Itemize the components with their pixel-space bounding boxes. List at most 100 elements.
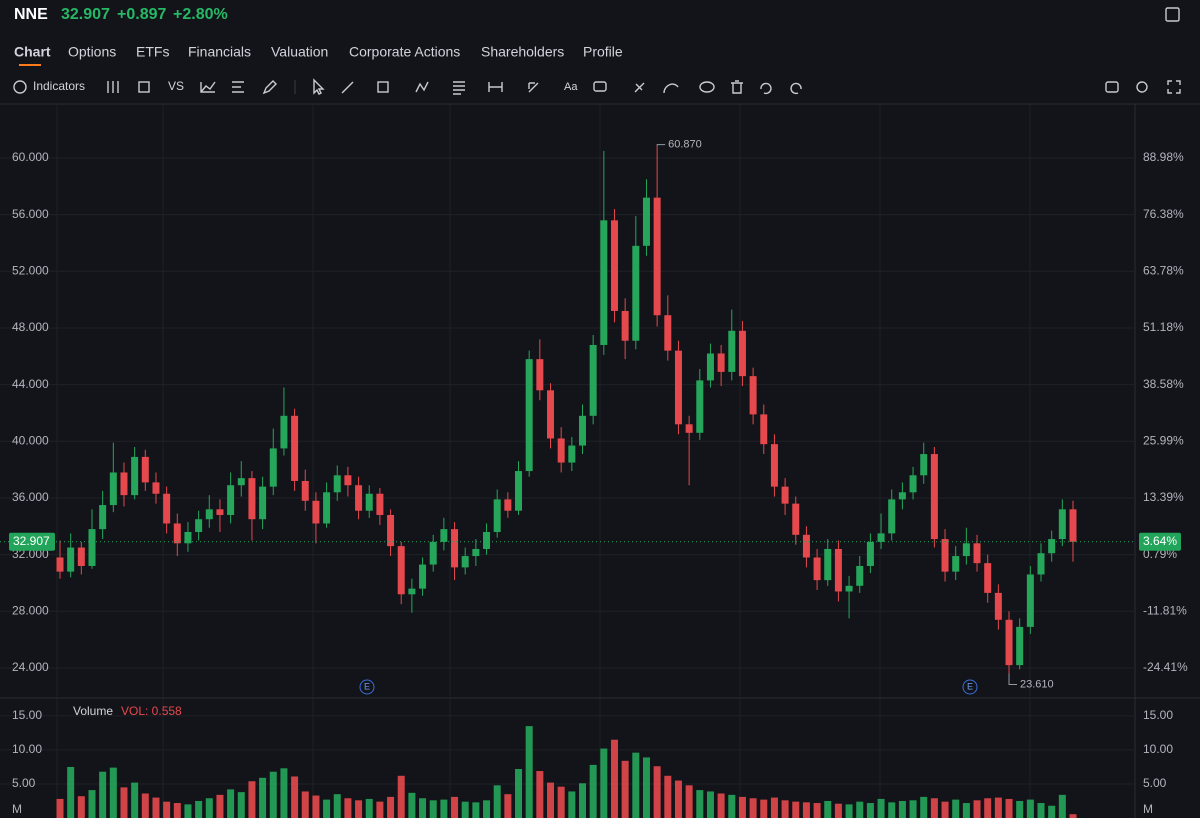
plot: 60.000 56.000 52.000 48.000 44.000 40.000 36.0… bbox=[0, 139, 1188, 818]
volume-bar bbox=[1058, 794, 1066, 818]
volume-bar bbox=[866, 803, 874, 818]
note-tool[interactable] bbox=[593, 81, 607, 92]
fib-tool[interactable] bbox=[453, 81, 465, 95]
volume-bar bbox=[259, 777, 267, 818]
candle-body bbox=[376, 493, 384, 515]
volume-bar bbox=[888, 802, 896, 818]
screenshot-button[interactable] bbox=[1105, 81, 1119, 93]
volume-bar bbox=[451, 796, 459, 818]
y-tick-label: 44.000 bbox=[12, 377, 49, 391]
last-price-label: 32.907 bbox=[13, 534, 50, 548]
tab[interactable]: Shareholders bbox=[481, 44, 564, 60]
volume-bar bbox=[632, 752, 640, 818]
visibility-button[interactable] bbox=[699, 81, 715, 93]
candle-body bbox=[706, 353, 714, 381]
volume-bar bbox=[674, 780, 682, 818]
candle-body bbox=[728, 330, 736, 372]
candle-body bbox=[227, 485, 235, 515]
candle-body bbox=[845, 585, 853, 592]
candle-body bbox=[866, 541, 874, 566]
candle-body bbox=[973, 543, 981, 564]
volume-bar bbox=[952, 799, 960, 818]
volume-bar bbox=[642, 757, 650, 818]
volume-bar bbox=[440, 799, 448, 818]
tab[interactable]: Valuation bbox=[271, 44, 328, 60]
volume-bar bbox=[141, 793, 149, 818]
volume-bar bbox=[195, 800, 203, 818]
text-tool[interactable]: Aa bbox=[564, 81, 578, 93]
tab[interactable]: Profile bbox=[583, 44, 623, 60]
volume-bar bbox=[568, 791, 576, 818]
volume-bar bbox=[184, 804, 192, 818]
measure-tool[interactable] bbox=[488, 82, 503, 92]
tab[interactable]: Options bbox=[68, 44, 116, 60]
tab[interactable]: Corporate Actions bbox=[349, 44, 460, 60]
template-button[interactable] bbox=[200, 81, 216, 93]
candle-body bbox=[1005, 619, 1013, 666]
volume-bar bbox=[962, 803, 970, 818]
candle-body bbox=[259, 486, 267, 520]
redo-button[interactable] bbox=[790, 82, 802, 95]
candle-body bbox=[525, 359, 533, 472]
candle-body bbox=[536, 359, 544, 391]
volume-bar bbox=[856, 801, 864, 818]
candle-body bbox=[333, 475, 341, 493]
candle-body bbox=[664, 315, 672, 351]
volume-bar bbox=[269, 771, 277, 818]
draw-button[interactable] bbox=[262, 80, 277, 95]
exit-button[interactable] bbox=[1165, 7, 1180, 22]
event-marker[interactable] bbox=[359, 679, 375, 695]
chart-type-button[interactable] bbox=[138, 81, 150, 93]
indicators-button[interactable]: Indicators bbox=[33, 79, 85, 93]
delete-button[interactable] bbox=[731, 80, 743, 94]
y2-tick-label: 25.99% bbox=[1143, 433, 1184, 447]
volume-bar bbox=[600, 748, 608, 818]
arrow-tool[interactable] bbox=[528, 82, 539, 93]
magnet-tool[interactable] bbox=[663, 83, 679, 94]
volume-bar bbox=[333, 794, 341, 818]
brush-tool[interactable] bbox=[634, 82, 645, 93]
change-pct: +2.80% bbox=[173, 6, 228, 23]
volume-bar bbox=[205, 798, 213, 818]
volume-bar bbox=[131, 782, 139, 818]
settings-button[interactable] bbox=[1136, 81, 1148, 93]
candle-type-button[interactable] bbox=[107, 81, 119, 93]
candle-body bbox=[760, 414, 768, 445]
candle-body bbox=[717, 353, 725, 372]
pattern-tool[interactable] bbox=[415, 81, 429, 93]
candle-body bbox=[770, 444, 778, 487]
candle-body bbox=[397, 546, 405, 595]
volume-bar bbox=[749, 798, 757, 818]
volume-bar bbox=[1005, 798, 1013, 818]
volume-bar bbox=[280, 768, 288, 818]
compare-button[interactable]: VS bbox=[168, 79, 184, 93]
event-marker[interactable] bbox=[962, 679, 978, 695]
cursor-button[interactable] bbox=[313, 78, 325, 95]
candle-body bbox=[77, 547, 85, 566]
volume-bar bbox=[56, 798, 64, 818]
candle-body bbox=[216, 509, 224, 515]
tab[interactable]: ETFs bbox=[136, 44, 169, 60]
volume-bar bbox=[770, 797, 778, 818]
volume-bar bbox=[109, 767, 117, 818]
candle-body bbox=[1016, 626, 1024, 666]
tab[interactable]: Financials bbox=[188, 44, 251, 60]
volume-bar bbox=[738, 796, 746, 818]
volume-bar bbox=[291, 776, 299, 818]
candle-body bbox=[621, 310, 629, 341]
volume-bar bbox=[397, 775, 405, 818]
candle-body bbox=[994, 592, 1002, 620]
volume-bar bbox=[1048, 805, 1056, 818]
candle-body bbox=[504, 499, 512, 511]
fullscreen-button[interactable] bbox=[1167, 80, 1181, 94]
undo-button[interactable] bbox=[760, 82, 772, 95]
volume-bar bbox=[1026, 799, 1034, 818]
candle-body bbox=[440, 529, 448, 542]
shape-tool[interactable] bbox=[377, 81, 389, 93]
line-tool[interactable] bbox=[341, 81, 354, 94]
tab[interactable]: Chart bbox=[14, 44, 51, 60]
candle-body bbox=[141, 456, 149, 483]
layout-button[interactable] bbox=[232, 81, 244, 93]
volume-bar bbox=[472, 802, 480, 818]
